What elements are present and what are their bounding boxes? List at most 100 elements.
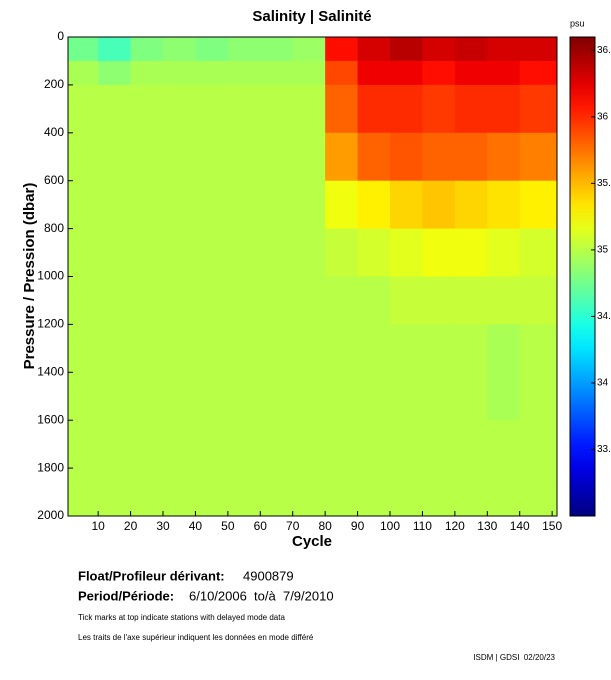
heatmap-cell: [454, 420, 488, 469]
heatmap-cell: [260, 228, 294, 277]
heatmap-cell: [163, 180, 196, 230]
heatmap-cell: [325, 228, 359, 277]
heatmap-cell: [292, 60, 326, 86]
heatmap-cell: [130, 372, 164, 421]
heatmap-cell: [519, 420, 558, 469]
heatmap-cell: [325, 60, 359, 86]
heatmap-cell: [325, 420, 359, 469]
heatmap-cell: [325, 372, 359, 421]
heatmap-cell: [292, 228, 326, 277]
heatmap-cell: [163, 276, 196, 325]
heatmap-cell: [98, 180, 132, 230]
y-tick-label: 200: [44, 77, 64, 91]
heatmap-cell: [519, 324, 558, 373]
heatmap-cell: [227, 60, 261, 86]
heatmap-cell: [98, 37, 132, 62]
heatmap-cell: [292, 468, 326, 517]
heatmap-cell: [98, 84, 132, 134]
heatmap-cell: [292, 276, 326, 325]
heatmap-cell: [163, 37, 196, 62]
heatmap-cell: [68, 276, 99, 325]
heatmap-cell: [227, 468, 261, 517]
heatmap-cell: [195, 324, 229, 373]
heatmap-cell: [325, 324, 359, 373]
heatmap-cell: [98, 372, 132, 421]
heatmap-cell: [422, 180, 456, 230]
heatmap-cell: [130, 60, 164, 86]
heatmap-cell: [195, 276, 229, 325]
x-tick-label: 40: [189, 519, 203, 533]
y-tick-label: 1400: [37, 364, 64, 378]
heatmap-cell: [519, 468, 558, 517]
heatmap-cell: [519, 372, 558, 421]
heatmap-cell: [519, 276, 558, 325]
heatmap-cell: [357, 228, 391, 277]
heatmap-cell: [227, 132, 261, 182]
x-tick-label: 60: [254, 519, 268, 533]
x-axis-label: Cycle: [292, 533, 332, 550]
colorbar: [569, 36, 596, 517]
heatmap-cell: [292, 372, 326, 421]
heatmap-cell: [487, 180, 521, 230]
heatmap-cell: [519, 180, 558, 230]
heatmap-cell: [454, 132, 488, 182]
heatmap-cell: [357, 37, 391, 62]
heatmap-cell: [487, 468, 521, 517]
heatmap-cell: [454, 276, 488, 325]
heatmap-cell: [422, 60, 456, 86]
heatmap-cell: [422, 468, 456, 517]
heatmap-cell: [98, 228, 132, 277]
heatmap-cell: [195, 228, 229, 277]
heatmap-cell: [422, 324, 456, 373]
heatmap-cell: [163, 84, 196, 134]
heatmap-cell: [390, 132, 423, 182]
heatmap-cell: [454, 324, 488, 373]
heatmap-cell: [357, 468, 391, 517]
credit: ISDM | GDSI 02/20/23: [473, 653, 555, 662]
heatmap-cell: [130, 84, 164, 134]
heatmap-cell: [422, 84, 456, 134]
colorbar-tick-label: 35.5: [597, 178, 611, 189]
heatmap-cell: [487, 372, 521, 421]
heatmap-cell: [487, 324, 521, 373]
heatmap-cell: [260, 372, 294, 421]
heatmap-cell: [227, 324, 261, 373]
heatmap-cell: [260, 37, 294, 62]
heatmap-cell: [487, 132, 521, 182]
y-tick-label: 2000: [37, 508, 64, 522]
heatmap-cell: [260, 84, 294, 134]
heatmap-cell: [292, 324, 326, 373]
heatmap-cell: [98, 324, 132, 373]
heatmap-cell: [68, 180, 99, 230]
x-tick-label: 140: [510, 519, 530, 533]
heatmap-cell: [390, 180, 423, 230]
heatmap-cell: [130, 228, 164, 277]
heatmap-cell: [68, 420, 99, 469]
heatmap-cell: [325, 276, 359, 325]
heatmap-cell: [357, 180, 391, 230]
period: 6/10/2006 to/à 7/9/2010: [189, 588, 334, 603]
colorbar-tick-label: 34.5: [597, 311, 611, 322]
heatmap-cell: [422, 420, 456, 469]
y-tick-label: 600: [44, 173, 64, 187]
heatmap-cell: [68, 468, 99, 517]
heatmap-cell: [130, 420, 164, 469]
heatmap-cell: [98, 276, 132, 325]
heatmap-cell: [454, 180, 488, 230]
heatmap-cell: [292, 132, 326, 182]
heatmap-cell: [390, 372, 423, 421]
heatmap-cell: [357, 60, 391, 86]
y-axis-label: Pressure / Pression (dbar): [21, 183, 38, 370]
heatmap-cell: [357, 324, 391, 373]
heatmap-cell: [422, 37, 456, 62]
heatmap-cell: [163, 132, 196, 182]
x-tick-label: 20: [124, 519, 138, 533]
heatmap-cell: [163, 468, 196, 517]
heatmap-cell: [390, 420, 423, 469]
heatmap-cell: [68, 37, 99, 62]
heatmap-cell: [487, 37, 521, 62]
heatmap-cell: [487, 276, 521, 325]
heatmap-cell: [487, 84, 521, 134]
heatmap-cell: [325, 132, 359, 182]
heatmap-cell: [390, 228, 423, 277]
